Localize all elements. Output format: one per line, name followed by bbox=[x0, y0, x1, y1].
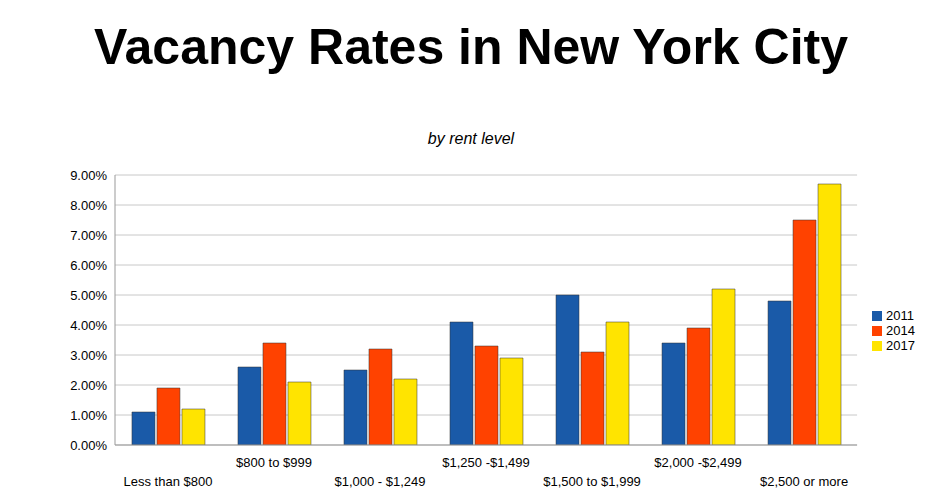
svg-text:$2,500 or more: $2,500 or more bbox=[760, 474, 848, 489]
svg-text:8.00%: 8.00% bbox=[70, 198, 107, 213]
html-text:2011: 2011 bbox=[886, 307, 914, 323]
svg-text:$1,250 -$1,499: $1,250 -$1,499 bbox=[442, 455, 529, 470]
svg-text:1.00%: 1.00% bbox=[70, 408, 107, 423]
html-text:by rent level: by rent level bbox=[427, 130, 515, 147]
svg-text:Less than $800: Less than $800 bbox=[124, 474, 213, 489]
svg-text:0.00%: 0.00% bbox=[70, 438, 107, 453]
html-text:2014: 2014 bbox=[886, 322, 915, 338]
svg-text:3.00%: 3.00% bbox=[70, 348, 107, 363]
svg-text:6.00%: 6.00% bbox=[70, 258, 107, 273]
svg-text:2.00%: 2.00% bbox=[70, 378, 107, 393]
html-text:Vacancy Rates in New York City: Vacancy Rates in New York City bbox=[94, 19, 848, 75]
svg-text:$2,000 -$2,499: $2,000 -$2,499 bbox=[654, 455, 741, 470]
svg-text:$1,500 to $1,999: $1,500 to $1,999 bbox=[543, 474, 641, 489]
svg-text:$1,000 - $1,249: $1,000 - $1,249 bbox=[334, 474, 425, 489]
html-text:2017: 2017 bbox=[886, 337, 915, 353]
svg-text:$800 to $999: $800 to $999 bbox=[236, 455, 312, 470]
svg-text:9.00%: 9.00% bbox=[70, 168, 107, 183]
svg-text:5.00%: 5.00% bbox=[70, 288, 107, 303]
svg-text:4.00%: 4.00% bbox=[70, 318, 107, 333]
svg-text:7.00%: 7.00% bbox=[70, 228, 107, 243]
